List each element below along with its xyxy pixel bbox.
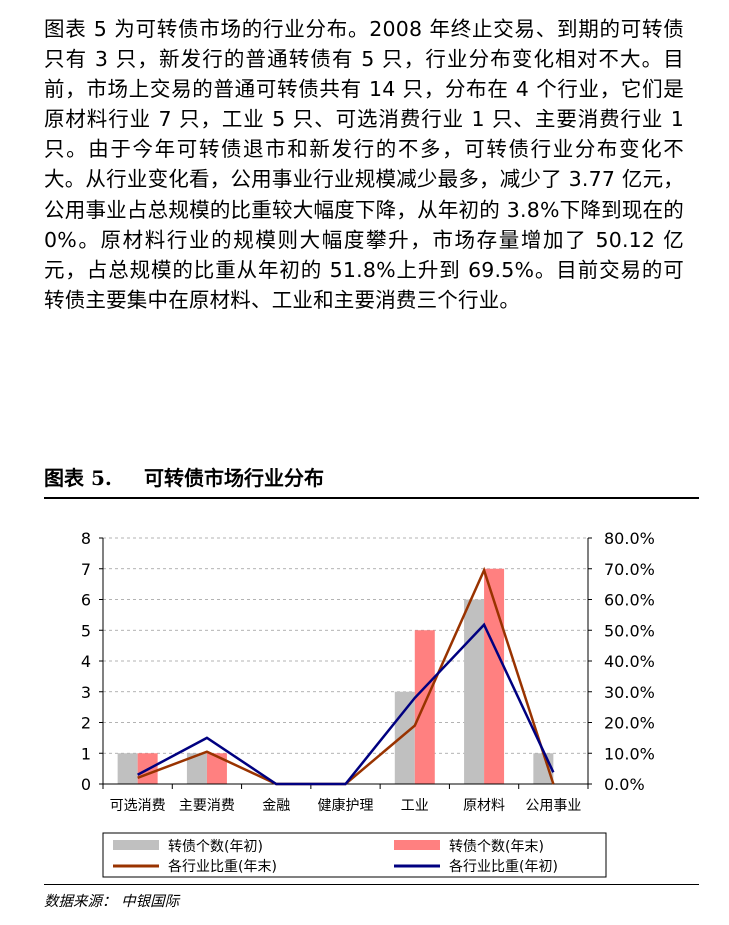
left-axis-tick-label: 7 xyxy=(81,560,91,579)
left-axis-tick-label: 3 xyxy=(81,683,91,702)
right-axis-tick-label: 0.0% xyxy=(604,775,645,794)
right-axis-tick-label: 80.0% xyxy=(604,529,655,548)
legend-label: 各行业比重(年末) xyxy=(168,859,277,875)
left-axis-tick-label: 2 xyxy=(81,714,91,733)
x-category-label: 可选消费 xyxy=(110,798,166,814)
x-category-label: 主要消费 xyxy=(179,798,235,814)
left-axis-tick-label: 0 xyxy=(81,775,91,794)
legend-swatch xyxy=(394,840,440,850)
legend-label: 各行业比重(年初) xyxy=(449,858,558,875)
figure-title: 图表 5. 可转债市场行业分布 xyxy=(44,462,699,499)
bottom-rule xyxy=(44,884,699,885)
x-category-label: 原材料 xyxy=(463,798,505,814)
right-axis-tick-label: 10.0% xyxy=(604,744,655,763)
bar-start xyxy=(394,691,415,784)
legend-swatch xyxy=(113,840,159,850)
x-category-label: 金融 xyxy=(262,798,290,814)
left-axis-tick-label: 8 xyxy=(81,529,91,548)
figure-label: 图表 5. xyxy=(44,466,112,490)
right-axis-tick-label: 40.0% xyxy=(604,652,655,671)
legend-label: 转债个数(年末) xyxy=(449,839,544,855)
source-note: 数据来源： 中银国际 xyxy=(44,894,180,910)
chart-area: 0 1 2 3 4 5 6 7 8 0.0% 10.0% 20.0% 30.0% 40.0% 50.0% 60… xyxy=(0,520,729,885)
left-axis-tick-label: 6 xyxy=(81,591,91,610)
x-category-label: 健康护理 xyxy=(318,797,374,814)
legend-box xyxy=(102,832,607,878)
legend-label: 转债个数(年初) xyxy=(168,838,263,855)
bar-start xyxy=(117,753,138,784)
right-axis-tick-label: 60.0% xyxy=(604,591,655,610)
right-axis-tick-label: 30.0% xyxy=(604,683,655,702)
right-axis-tick-label: 20.0% xyxy=(604,714,655,733)
right-axis-tick-label: 70.0% xyxy=(604,560,655,579)
x-category-label: 工业 xyxy=(401,798,429,814)
bar-end xyxy=(414,630,435,784)
bar-end xyxy=(206,753,227,784)
bar-start xyxy=(464,599,485,784)
right-axis-tick-label: 50.0% xyxy=(604,621,655,640)
left-axis-tick-label: 5 xyxy=(81,621,91,640)
industry-distribution-chart: 0123456780.0%10.0%20.0%30.0%40.0%50.0%60… xyxy=(81,529,655,878)
left-axis-tick-label: 4 xyxy=(81,652,91,671)
figure-title-text: 可转债市场行业分布 xyxy=(144,466,324,490)
left-axis-tick-label: 1 xyxy=(81,744,91,763)
bar-start xyxy=(186,753,207,784)
body-paragraph: 图表 5 为可转债市场的行业分布。2008 年终止交易、到期的可转债只有 3 只… xyxy=(44,17,684,312)
series-line-start xyxy=(137,622,555,786)
bar-end xyxy=(484,568,505,784)
x-category-label: 公用事业 xyxy=(525,798,581,814)
